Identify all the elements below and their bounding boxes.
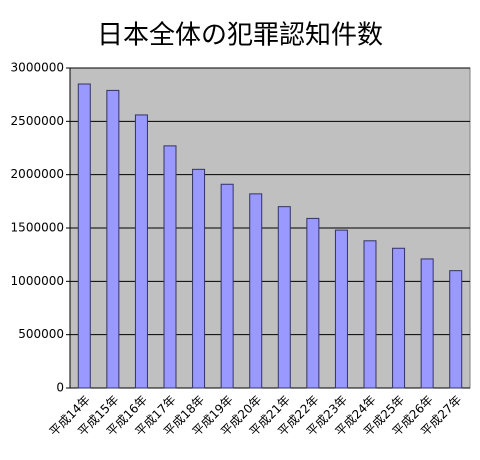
bar (420, 258, 434, 389)
bar (134, 114, 148, 389)
bar (363, 240, 377, 389)
y-tick-label: 2500000 (11, 114, 64, 128)
y-tick-label: 2000000 (11, 167, 64, 181)
y-tick-label: 500000 (18, 327, 64, 341)
y-tick-label: 3000000 (11, 61, 64, 75)
y-tick-label: 0 (56, 381, 64, 395)
bar (163, 145, 177, 389)
bar (392, 247, 406, 389)
bar (277, 206, 291, 389)
bar (77, 83, 91, 389)
bar (306, 217, 320, 389)
y-tick-label: 1000000 (11, 274, 64, 288)
bar (220, 183, 234, 389)
chart-title: 日本全体の犯罪認知件数 (97, 21, 383, 51)
bar (249, 193, 263, 389)
bar (106, 89, 120, 389)
bar (334, 229, 348, 389)
bar (192, 168, 206, 389)
bar (449, 270, 463, 389)
y-tick-label: 1500000 (11, 221, 64, 235)
